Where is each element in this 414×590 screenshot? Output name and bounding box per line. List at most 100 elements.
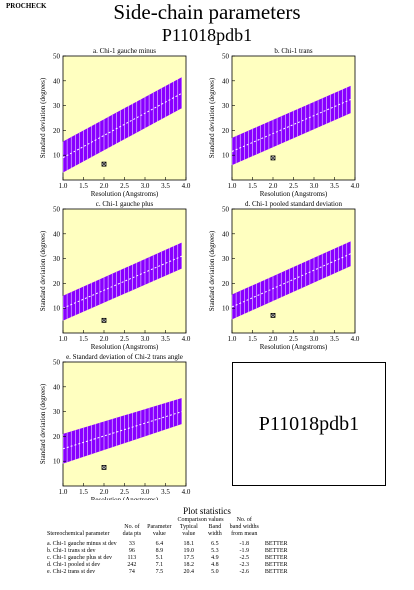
x-tick-label: 1.0 [59,182,68,190]
stats-cell-bw: -1.8 [239,541,249,547]
x-tick-label: 4.0 [182,488,191,496]
header-band-1: Band [208,524,222,530]
y-tick-label: 40 [222,77,230,85]
y-axis-label: Standard deviation (degrees) [208,230,216,311]
x-tick-label: 3.5 [161,335,170,343]
stats-cell-band: 4.9 [211,555,219,561]
x-tick-label: 1.0 [59,488,68,496]
chart-0: 1.0 1.5 2.0 2.5 3.0 3.5 4.0 10 20 30 40 50 a. Chi-1 … [39,47,191,198]
x-axis-label: Resolution (Angstroms) [260,343,328,351]
y-tick-label: 30 [53,255,61,263]
stats-cell-band: 5.0 [211,569,219,575]
x-tick-label: 3.0 [141,335,150,343]
x-tick-label: 2.0 [100,335,109,343]
chart-1: 1.0 1.5 2.0 2.5 3.0 3.5 4.0 10 20 30 40 50 b. Chi-1 … [208,47,360,198]
y-tick-label: 20 [53,433,61,441]
y-tick-label: 10 [53,152,61,160]
x-tick-label: 3.5 [161,488,170,496]
x-tick-label: 2.5 [289,182,298,190]
y-tick-label: 10 [222,305,230,313]
stats-cell-band: 4.8 [211,562,219,568]
data-point-cross [101,161,107,167]
stats-cell-datapts: 74 [128,569,135,575]
table-row: c. Chi-1 gauche plus st dev 113 5.1 17.5 4.9… [44,555,291,562]
stats-cell-datapts: 113 [127,555,137,561]
y-tick-label: 40 [53,230,61,238]
chart-3: 1.0 1.5 2.0 2.5 3.0 3.5 4.0 10 20 30 40 50 d. Chi-1 … [208,200,360,351]
x-axis-label: Resolution (Angstroms) [260,190,328,198]
stats-cell-datapts: 242 [127,562,137,568]
procheck-label: PROCHECK [6,2,47,10]
y-axis-label: Standard deviation (degrees) [39,230,47,311]
stats-cell-param: 8.9 [155,548,164,554]
x-tick-label: 3.5 [161,182,170,190]
x-tick-label: 1.0 [228,182,237,190]
stats-cell-bw: -2.6 [239,569,249,575]
y-tick-label: 50 [53,359,61,367]
stats-cell-datapts: 33 [128,541,135,547]
header-typical-1: Typical [179,524,198,530]
y-tick-label: 40 [53,383,61,391]
stats-cell-name: c. Chi-1 gauche plus st dev [47,555,112,561]
x-tick-label: 2.0 [100,488,109,496]
header-comparison: Comparison values [177,517,224,523]
stats-cell-verdict: BETTER [264,569,288,575]
stats-cell-band: 5.3 [211,548,219,554]
data-point-cross [270,155,276,161]
header-param-2: value [152,531,166,537]
stats-cell-name: d. Chi-1 pooled st dev [47,562,101,568]
y-tick-label: 10 [53,458,61,466]
x-tick-label: 4.0 [351,182,360,190]
stats-cell-param: 7.1 [155,562,164,568]
header-bandwidths-2: band widths [229,524,259,530]
table-row: d. Chi-1 pooled st dev 242 7.1 18.2 4.8 -2.3 B… [44,562,291,569]
y-tick-label: 30 [222,255,230,263]
x-tick-label: 2.0 [269,335,278,343]
x-tick-label: 3.0 [141,488,150,496]
y-tick-label: 20 [53,280,61,288]
stats-cell-bw: -2.5 [239,555,249,561]
page-title: Side-chain parameters [113,0,301,24]
chart-title: e. Standard deviation of Chi-2 trans ang… [66,353,183,361]
x-tick-label: 1.0 [59,335,68,343]
stats-cell-typical: 20.4 [183,569,195,575]
stats-title: Plot statistics [183,506,231,516]
x-axis-label: Resolution (Angstroms) [91,343,159,351]
header-typical-2: value [182,531,196,537]
x-axis-label: Resolution (Angstroms) [91,496,159,500]
mean-line [231,253,352,308]
x-tick-label: 1.5 [248,335,257,343]
stats-cell-band: 6.5 [211,541,219,547]
x-tick-label: 1.5 [79,488,88,496]
x-tick-label: 2.0 [100,182,109,190]
y-tick-label: 30 [222,102,230,110]
data-point-cross [101,318,107,323]
header-name: Stereochemical parameter [47,531,110,537]
x-tick-label: 4.0 [182,335,191,343]
y-tick-label: 20 [222,280,230,288]
deviation-band [63,242,182,321]
table-row: b. Chi-1 trans st dev 96 8.9 19.0 5.3 -1.9 BET… [44,548,291,555]
mean-line [62,255,183,309]
stats-cell-typical: 18.2 [183,562,195,568]
y-tick-label: 50 [222,53,230,61]
header-band-2: width [208,531,222,537]
deviation-band [63,77,182,173]
x-tick-label: 1.5 [79,335,88,343]
header-bandwidths-1: No. of [236,517,252,523]
y-tick-label: 10 [222,152,230,160]
table-row: e. Chi-2 trans st dev 74 7.5 20.4 5.0 -2.6 BET… [44,569,291,576]
stats-table: Comparison values No. of No. of Paramete… [44,517,291,576]
structure-id-box: P11018pdb1 [232,362,386,486]
x-tick-label: 3.0 [141,182,150,190]
x-axis-label: Resolution (Angstroms) [91,190,159,198]
stats-cell-verdict: BETTER [264,548,288,554]
x-tick-label: 2.5 [120,182,129,190]
x-tick-label: 2.5 [289,335,298,343]
y-tick-label: 30 [53,408,61,416]
x-tick-label: 1.5 [248,182,257,190]
stats-cell-typical: 17.5 [183,555,195,561]
chart-4: 1.0 1.5 2.0 2.5 3.0 3.5 4.0 10 20 30 40 50 e. Standa… [39,353,191,500]
stats-cell-typical: 18.1 [183,541,195,547]
charts-area: 1.0 1.5 2.0 2.5 3.0 3.5 4.0 10 20 30 40 50 a. Chi-1 … [39,47,360,500]
